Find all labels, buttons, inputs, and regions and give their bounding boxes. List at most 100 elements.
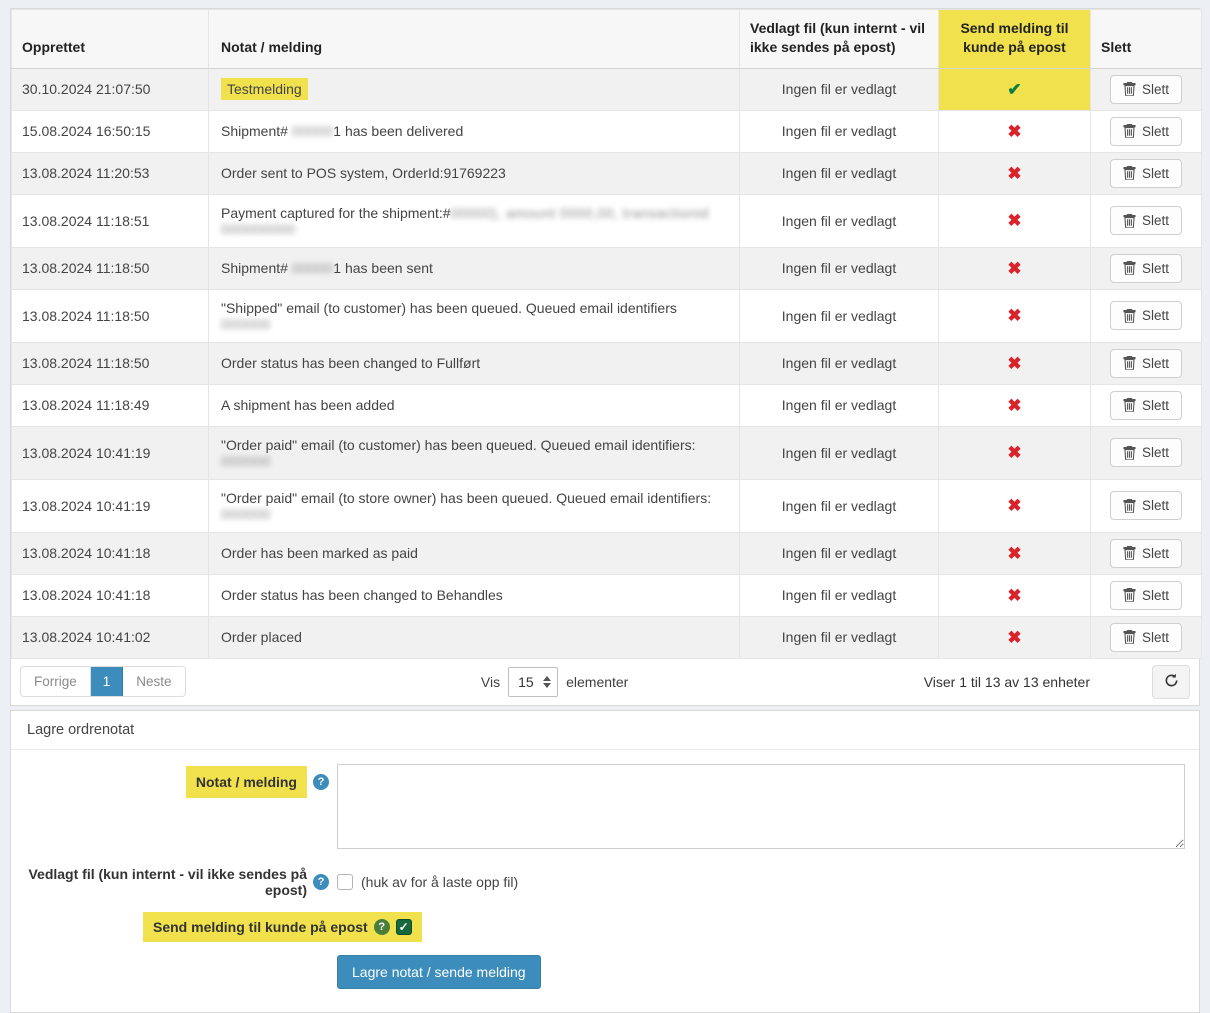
help-icon[interactable]: ? xyxy=(313,773,329,790)
note-cell: Order placed xyxy=(208,615,740,659)
table-row: 15.08.2024 16:50:15 Shipment# 000001 has… xyxy=(11,109,1202,153)
page-size-prefix-label: Vis xyxy=(480,673,501,690)
order-notes-table: Opprettet Notat / melding Vedlagt fil (k… xyxy=(11,9,1202,659)
delete-cell: Slett xyxy=(1090,478,1202,533)
delete-cell: Slett xyxy=(1090,383,1202,427)
delete-button[interactable]: Slett xyxy=(1109,622,1182,652)
note-cell: Order status has been changed to Behandl… xyxy=(208,573,740,617)
upload-file-checkbox[interactable] xyxy=(337,873,353,890)
current-page-button[interactable]: 1 xyxy=(90,667,124,697)
refresh-button[interactable] xyxy=(1152,664,1190,699)
created-cell: 15.08.2024 16:50:15 xyxy=(11,109,209,153)
trash-icon xyxy=(1123,261,1136,276)
trash-icon xyxy=(1123,498,1136,513)
order-notes-panel: Opprettet Notat / melding Vedlagt fil (k… xyxy=(10,8,1202,706)
table-info-group: Viser 1 til 13 av 13 enheter xyxy=(924,664,1190,699)
delete-button[interactable]: Slett xyxy=(1109,158,1182,188)
file-form-row: Vedlagt fil (kun internt - vil ikke send… xyxy=(25,866,1185,898)
note-textarea[interactable] xyxy=(337,763,1185,849)
upload-file-hint: (huk av for å laste opp fil) xyxy=(361,873,519,890)
save-note-button[interactable]: Lagre notat / sende melding xyxy=(337,954,541,989)
note-cell: Order sent to POS system, OrderId:917692… xyxy=(208,151,740,195)
delete-button[interactable]: Slett xyxy=(1109,253,1182,283)
send-email-checkbox[interactable]: ✓ xyxy=(395,918,412,935)
created-cell: 30.10.2024 21:07:50 xyxy=(11,67,209,111)
file-cell: Ingen fil er vedlagt xyxy=(739,425,939,480)
prev-page-button[interactable]: Forrige xyxy=(21,667,91,697)
delete-button[interactable]: Slett xyxy=(1109,580,1182,610)
created-cell: 13.08.2024 11:20:53 xyxy=(11,151,209,195)
delete-button[interactable]: Slett xyxy=(1109,74,1182,104)
email-status-icon: ✖ xyxy=(1007,306,1022,326)
note-cell: Shipment# 000001 has been delivered xyxy=(208,109,740,153)
delete-cell: Slett xyxy=(1090,341,1202,385)
delete-button[interactable]: Slett xyxy=(1109,206,1182,236)
delete-cell: Slett xyxy=(1090,109,1202,153)
note-cell: Payment captured for the shipment:#00000… xyxy=(208,193,740,248)
email-sent-cell: ✖ xyxy=(938,109,1091,153)
file-cell: Ingen fil er vedlagt xyxy=(739,288,939,343)
delete-cell: Slett xyxy=(1090,67,1202,111)
table-row: 13.08.2024 11:18:51 Payment captured for… xyxy=(11,193,1202,248)
email-sent-cell: ✖ xyxy=(938,193,1091,248)
file-cell: Ingen fil er vedlagt xyxy=(739,67,939,111)
redacted-text: 000000 xyxy=(221,315,271,332)
redacted-text: 00000 xyxy=(291,123,334,140)
delete-button[interactable]: Slett xyxy=(1109,390,1182,420)
delete-button[interactable]: Slett xyxy=(1109,348,1182,378)
spinner-arrows-icon xyxy=(543,675,552,688)
email-status-icon: ✖ xyxy=(1007,496,1022,516)
note-cell: Shipment# 000001 has been sent xyxy=(208,246,740,290)
created-cell: 13.08.2024 11:18:49 xyxy=(11,383,209,427)
help-icon[interactable]: ? xyxy=(373,918,390,935)
delete-button[interactable]: Slett xyxy=(1109,301,1182,331)
delete-button[interactable]: Slett xyxy=(1109,538,1182,568)
table-row: 13.08.2024 10:41:18 Order status has bee… xyxy=(11,573,1202,617)
help-icon[interactable]: ? xyxy=(313,873,329,890)
page-size-select[interactable]: 15 xyxy=(508,666,559,697)
submit-form-row: Lagre notat / sende melding xyxy=(25,954,1185,989)
note-cell: A shipment has been added xyxy=(208,383,740,427)
created-cell: 13.08.2024 10:41:18 xyxy=(11,531,209,575)
note-cell: "Order paid" email (to store owner) has … xyxy=(208,478,740,533)
next-page-button[interactable]: Neste xyxy=(123,667,185,697)
delete-cell: Slett xyxy=(1090,531,1202,575)
delete-button[interactable]: Slett xyxy=(1109,491,1182,521)
table-header-row: Opprettet Notat / melding Vedlagt fil (k… xyxy=(11,9,1202,69)
file-cell: Ingen fil er vedlagt xyxy=(739,341,939,385)
redacted-text: 000000 xyxy=(221,452,271,469)
trash-icon xyxy=(1123,398,1136,413)
refresh-icon xyxy=(1164,673,1179,691)
file-cell: Ingen fil er vedlagt xyxy=(739,193,939,248)
header-delete: Slett xyxy=(1090,9,1202,69)
delete-cell: Slett xyxy=(1090,573,1202,617)
table-row: 13.08.2024 11:18:50 Order status has bee… xyxy=(11,341,1202,385)
note-cell: Order has been marked as paid xyxy=(208,531,740,575)
table-row: 13.08.2024 10:41:02 Order placed Ingen f… xyxy=(11,615,1202,659)
note-cell: "Shipped" email (to customer) has been q… xyxy=(208,288,740,343)
page-size-suffix-label: elementer xyxy=(566,673,629,690)
email-form-row: Send melding til kunde på epost ? ✓ xyxy=(25,911,1185,942)
email-status-icon: ✖ xyxy=(1007,211,1022,231)
email-sent-cell: ✔ xyxy=(938,67,1091,111)
trash-icon xyxy=(1123,546,1136,561)
delete-cell: Slett xyxy=(1090,246,1202,290)
note-cell: Testmelding xyxy=(208,67,740,111)
delete-button[interactable]: Slett xyxy=(1109,116,1182,146)
table-row: 13.08.2024 10:41:19 "Order paid" email (… xyxy=(11,425,1202,480)
email-status-icon: ✖ xyxy=(1007,353,1022,373)
trash-icon xyxy=(1123,356,1136,371)
note-form-row: Notat / melding ? xyxy=(25,763,1185,849)
file-cell: Ingen fil er vedlagt xyxy=(739,383,939,427)
email-sent-cell: ✖ xyxy=(938,425,1091,480)
page-size-group: Vis 15 elementer xyxy=(186,666,924,697)
delete-cell: Slett xyxy=(1090,151,1202,195)
redacted-text: 00000 xyxy=(291,260,334,277)
trash-icon xyxy=(1123,213,1136,228)
email-status-icon: ✖ xyxy=(1007,543,1022,563)
trash-icon xyxy=(1123,124,1136,139)
delete-button[interactable]: Slett xyxy=(1109,438,1182,468)
trash-icon xyxy=(1123,166,1136,181)
redacted-text: 00000), amount 0000,00, transactionid 00… xyxy=(221,204,709,237)
delete-cell: Slett xyxy=(1090,288,1202,343)
